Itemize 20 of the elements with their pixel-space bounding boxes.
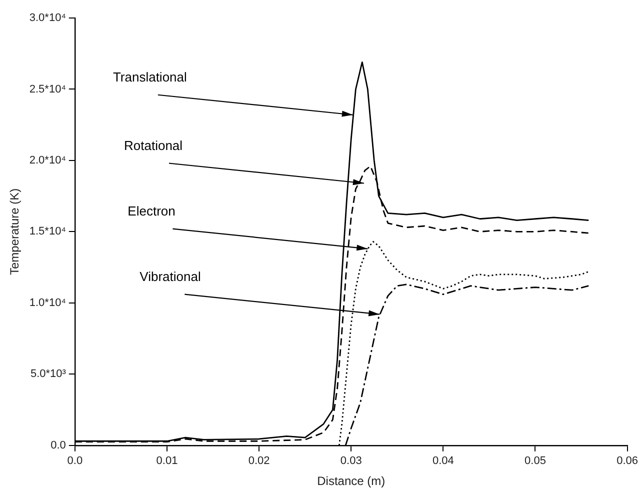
annotation: Translational [112,69,188,84]
y-tick-label: 2.5*10⁴ [29,83,66,96]
annotation: Electron [128,203,176,218]
x-axis-title: Distance (m) [317,474,386,488]
y-tick-label: 0.0 [50,439,66,452]
y-tick-label: 1.5*10⁴ [29,226,66,238]
x-tick-label: 0.06 [616,455,638,468]
x-tick-label: 0.01 [156,455,178,468]
y-tick-label: 2.0*10⁴ [29,154,66,166]
x-tick-label: 0.05 [524,455,546,468]
x-tick-label: 0.04 [432,455,454,468]
y-tick-label: 3.0*10⁴ [29,12,66,24]
x-tick-label: 0.0 [67,455,83,468]
x-tick-label: 0.03 [340,455,362,468]
annotation: Rotational [124,138,183,153]
y-axis-title: Temperature (K) [8,188,22,276]
y-tick-label: 1.0*10⁴ [29,296,66,309]
x-tick-label: 0.02 [248,455,270,468]
annotation: Vibrational [140,268,201,284]
y-tick-label: 5.0*10³ [30,368,66,380]
